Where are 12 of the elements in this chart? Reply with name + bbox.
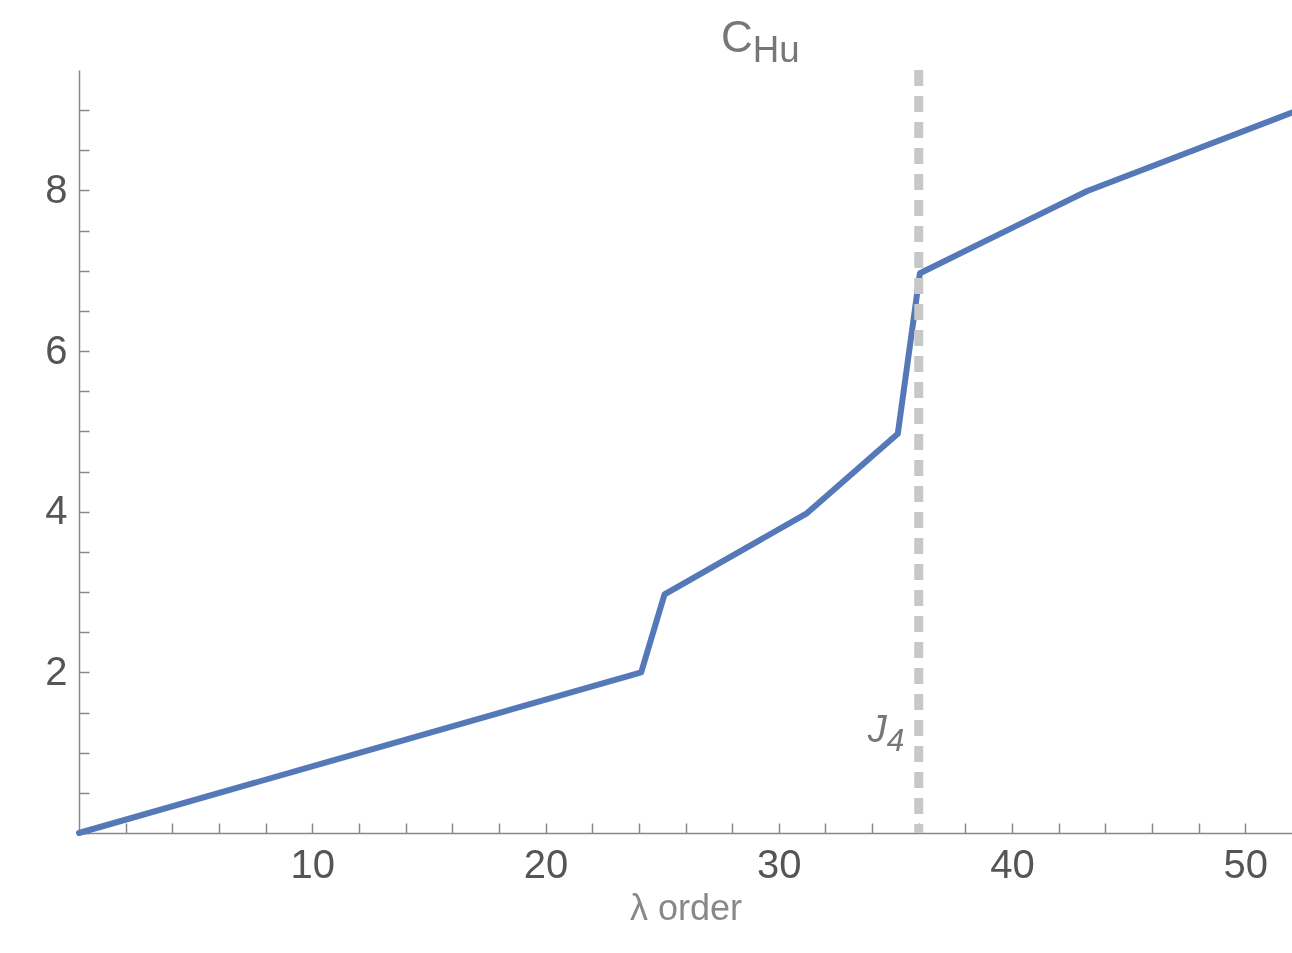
x-tick-label: 50 — [1223, 841, 1269, 886]
y-tick-label: 8 — [45, 166, 68, 211]
chart-title: C$_{Hu}$ — [721, 12, 800, 71]
x-tick-label: 10 — [290, 841, 336, 886]
y-tick-label: 6 — [45, 327, 68, 372]
x-tick-label: 20 — [523, 841, 569, 886]
x-tick-label: 30 — [757, 841, 802, 886]
x-axis-title: λ order — [629, 886, 743, 928]
y-tick-label: 4 — [45, 488, 68, 533]
y-tick-label: 2 — [45, 648, 68, 693]
ref-line-label: J$_{4}$ — [867, 708, 905, 759]
x-tick-label: 40 — [990, 841, 1035, 886]
